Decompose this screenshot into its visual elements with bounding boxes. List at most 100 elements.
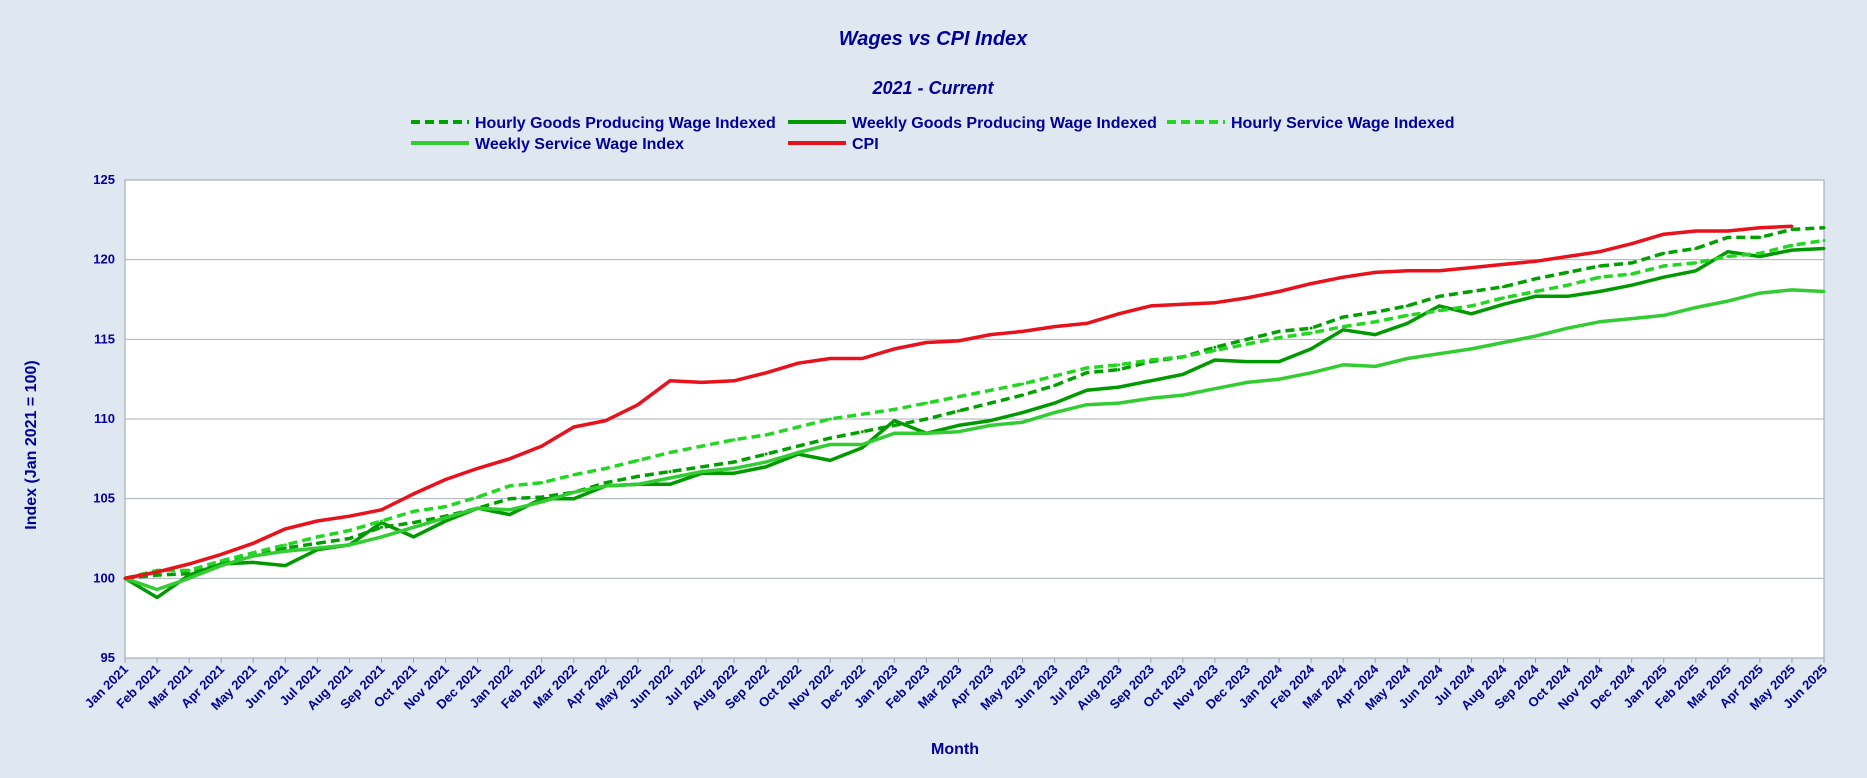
data-point (1085, 321, 1089, 325)
data-point (1277, 329, 1281, 333)
data-point (732, 438, 736, 442)
data-point (1662, 264, 1666, 268)
data-point (1566, 326, 1570, 330)
data-point (956, 339, 960, 343)
data-point (989, 333, 993, 337)
data-point (1085, 403, 1089, 407)
data-point (155, 570, 159, 574)
data-point (1181, 393, 1185, 397)
data-point (1309, 331, 1313, 335)
data-point (572, 497, 576, 501)
data-point (219, 564, 223, 568)
data-point (572, 425, 576, 429)
data-point (828, 417, 832, 421)
data-point (187, 568, 191, 572)
data-point (892, 431, 896, 435)
data-point (828, 436, 832, 440)
data-point (251, 560, 255, 564)
data-point (1053, 325, 1057, 329)
data-point (1501, 285, 1505, 289)
data-point (700, 470, 704, 474)
legend-label: Hourly Service Wage Indexed (1231, 115, 1454, 132)
data-point (1085, 388, 1089, 392)
data-point (924, 417, 928, 421)
data-point (892, 423, 896, 427)
data-point (700, 465, 704, 469)
data-point (1341, 325, 1345, 329)
chart-subtitle: 2021 - Current (871, 78, 994, 98)
data-point (1822, 247, 1826, 251)
data-point (412, 509, 416, 513)
data-point (1213, 301, 1217, 305)
data-point (604, 484, 608, 488)
data-point (924, 341, 928, 345)
data-point (1277, 290, 1281, 294)
data-point (604, 466, 608, 470)
data-point (636, 482, 640, 486)
data-point (476, 495, 480, 499)
data-point (956, 409, 960, 413)
legend-item: CPI (788, 136, 879, 153)
data-point (251, 554, 255, 558)
data-point (1053, 411, 1057, 415)
data-point (1373, 270, 1377, 274)
data-point (315, 519, 319, 523)
data-point (1149, 379, 1153, 383)
data-point (1341, 328, 1345, 332)
data-point (1790, 224, 1794, 228)
legend-item: Hourly Goods Producing Wage Indexed (411, 115, 776, 132)
data-point (1533, 294, 1537, 298)
data-point (1085, 371, 1089, 375)
data-point (1790, 243, 1794, 247)
series-lines (123, 224, 1826, 600)
data-point (956, 430, 960, 434)
data-point (732, 379, 736, 383)
data-point (956, 423, 960, 427)
data-point (508, 513, 512, 517)
data-point (1245, 342, 1249, 346)
data-point (860, 412, 864, 416)
data-point (1533, 334, 1537, 338)
series-line (124, 238, 1825, 580)
data-point (347, 514, 351, 518)
data-point (283, 546, 287, 550)
series-4 (123, 224, 1794, 581)
data-point (1598, 264, 1602, 268)
data-point (636, 474, 640, 478)
data-point (636, 458, 640, 462)
y-axis-label: Index (Jan 2021 = 100) (23, 360, 40, 529)
y-tick-label: 105 (93, 491, 115, 506)
data-point (1694, 229, 1698, 233)
data-point (1149, 304, 1153, 308)
data-point (1790, 227, 1794, 231)
data-point (700, 380, 704, 384)
data-point (1566, 294, 1570, 298)
legend-label: CPI (852, 136, 879, 153)
legend-item: Hourly Service Wage Indexed (1167, 115, 1454, 132)
data-point (1053, 401, 1057, 405)
data-point (444, 505, 448, 509)
data-point (1277, 336, 1281, 340)
data-point (412, 492, 416, 496)
data-point (540, 497, 544, 501)
data-point (1373, 333, 1377, 337)
data-point (1021, 411, 1025, 415)
data-point (1469, 304, 1473, 308)
data-point (1437, 269, 1441, 273)
data-point (1341, 315, 1345, 319)
data-point (1630, 272, 1634, 276)
data-point (444, 516, 448, 520)
data-point (1021, 382, 1025, 386)
data-point (1694, 305, 1698, 309)
data-point (1373, 364, 1377, 368)
data-point (1598, 290, 1602, 294)
y-tick-label: 95 (101, 650, 115, 665)
data-point (1533, 277, 1537, 281)
data-point (796, 425, 800, 429)
data-point (1245, 337, 1249, 341)
data-point (1726, 299, 1730, 303)
data-point (1662, 232, 1666, 236)
data-point (1341, 275, 1345, 279)
data-point (668, 476, 672, 480)
